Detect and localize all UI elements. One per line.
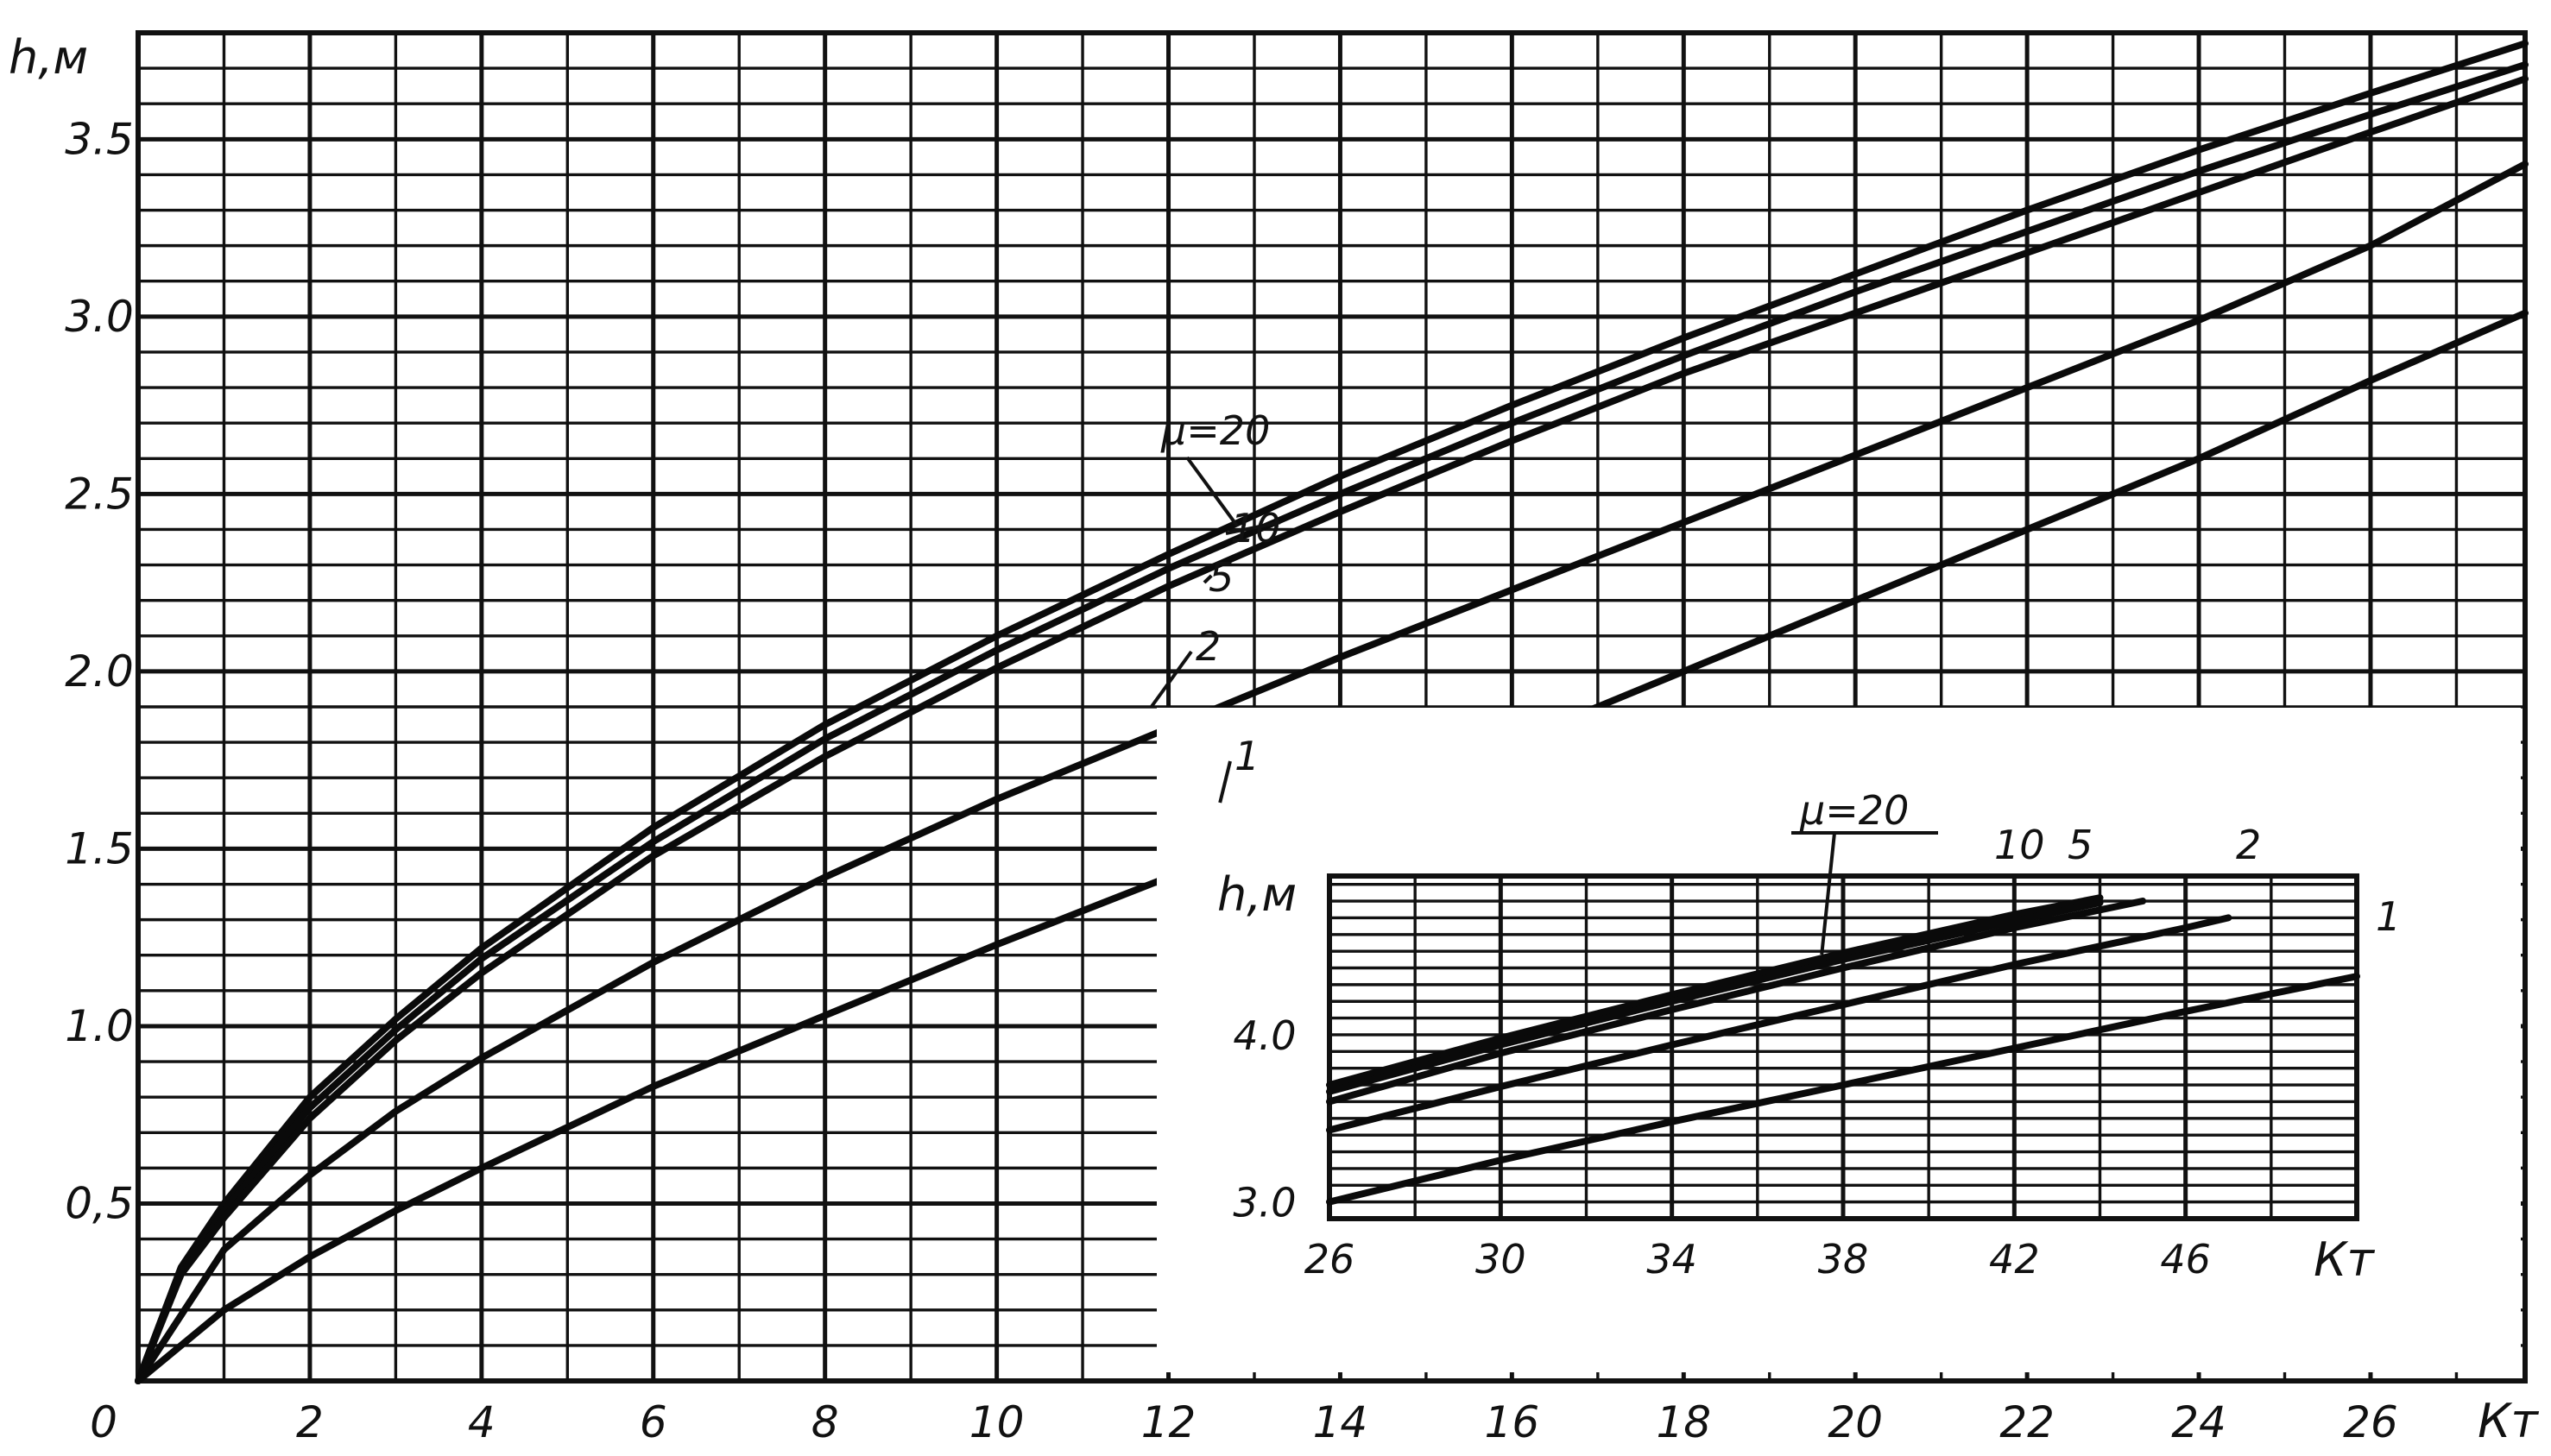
inset-x-tick-label: 38 <box>1818 1236 1869 1283</box>
series-line-1 <box>135 40 2529 1384</box>
inset-x-axis-title: Кт <box>2314 1232 2375 1287</box>
x-tick-label: 12 <box>1141 1397 1197 1447</box>
inset-curves <box>1326 894 2360 1206</box>
plot-frame <box>136 30 2528 1384</box>
y-tick-label: 3.0 <box>65 292 134 342</box>
y-tick-label: 2.0 <box>65 646 134 696</box>
inset-x-tick-label: 34 <box>1646 1236 1697 1283</box>
x-tick-label: 16 <box>1485 1397 1540 1447</box>
x-tick-label: 20 <box>1828 1397 1883 1447</box>
inset-series-line-5 <box>1326 973 2360 1206</box>
x-tick-label: 10 <box>969 1397 1025 1447</box>
curve-label-leader <box>1218 760 1232 804</box>
axis-labels: 0,51.01.52.02.53.03.50 2 4 6 8 10 12 14 16 18 20 22… <box>9 30 2539 1448</box>
curve-label-leader <box>1185 456 1239 527</box>
inset-y-tick-label: 3.0 <box>1233 1180 1296 1226</box>
x-tick-label: 6 <box>640 1397 667 1447</box>
y-tick-label: 2.5 <box>65 469 134 519</box>
inset-curve-label: 1 <box>2376 893 2401 940</box>
inset-curve-label: 10 <box>1994 822 2045 868</box>
curve-label-leader <box>1225 520 1281 535</box>
x-tick-label: 22 <box>1999 1397 2055 1447</box>
inset-series-line-2 <box>1326 899 2104 1095</box>
series-line-3 <box>135 75 2529 1384</box>
inset-series-line-1 <box>1326 894 2104 1089</box>
curve-label: 2 <box>1196 623 1221 670</box>
x-tick-label: 8 <box>811 1397 839 1447</box>
inset-x-tick-label: 30 <box>1475 1236 1526 1283</box>
series-line-2 <box>135 61 2529 1384</box>
x-tick-label: 2 <box>296 1397 324 1447</box>
inset-x-tick-label: 26 <box>1304 1236 1355 1283</box>
inset-label-leader <box>1820 832 1836 955</box>
inset-grid <box>1327 873 2359 1221</box>
curve-label: 10 <box>1230 505 1281 552</box>
inset-x-tick-label: 46 <box>2160 1236 2211 1283</box>
y-tick-label: 3.5 <box>65 114 134 164</box>
x-tick-label: 14 <box>1313 1397 1368 1447</box>
curve-label: 5 <box>1209 554 1234 601</box>
x-tick-label: 18 <box>1656 1397 1711 1447</box>
y-tick-label: 1.0 <box>65 1001 134 1051</box>
inset-y-tick-label: 4.0 <box>1233 1012 1296 1059</box>
inset-series-line-4 <box>1326 914 2232 1134</box>
y-axis-title: h,м <box>9 30 88 85</box>
curve-label: 1 <box>1234 733 1260 779</box>
inset-curve-label: 2 <box>2236 822 2261 868</box>
y-tick-label: 0,5 <box>65 1178 134 1228</box>
inset-panel-extension <box>1493 811 2521 1372</box>
inset-frame <box>1327 873 2359 1221</box>
y-tick-label: 1.5 <box>65 823 134 873</box>
x-tick-label: 24 <box>2171 1397 2226 1447</box>
inset-y-axis-title: h,м <box>1217 867 1297 922</box>
inset-series-line-3 <box>1326 898 2147 1106</box>
x-axis-title: Кт <box>2478 1394 2539 1448</box>
inset-curve-label: μ=20 <box>1799 787 1909 834</box>
curve-label-leader <box>1203 574 1213 584</box>
x-tick-label: 4 <box>468 1397 496 1447</box>
curve-label: μ=20 <box>1160 407 1270 454</box>
inset-x-tick-label: 42 <box>1989 1236 2040 1283</box>
curve-label-leader <box>1150 650 1193 709</box>
inset-curve-label: 5 <box>2068 822 2093 868</box>
x-tick-label: 0 <box>90 1397 117 1447</box>
x-tick-label: 26 <box>2343 1397 2398 1447</box>
